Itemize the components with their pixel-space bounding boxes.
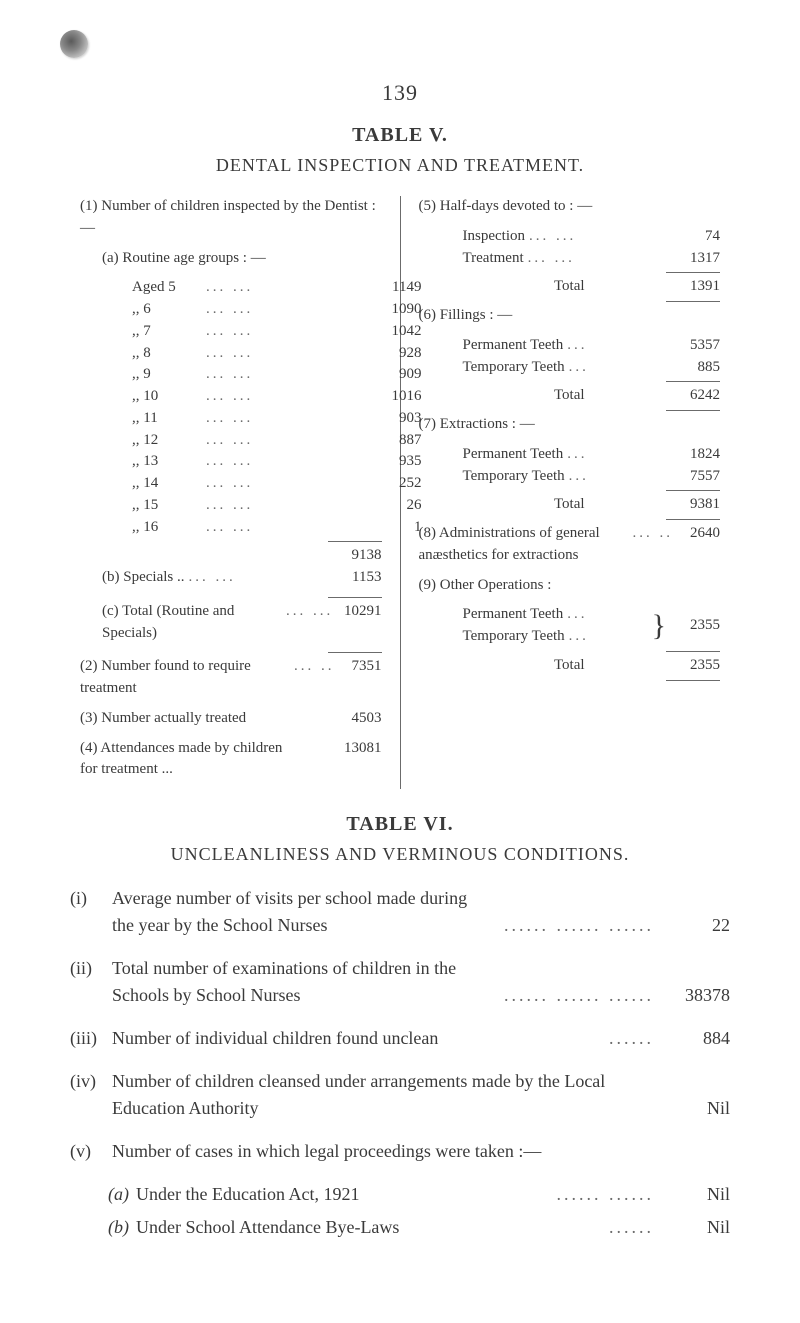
aged-row: ,, 13... ...935: [132, 451, 422, 473]
table6-title: TABLE VI.: [70, 813, 730, 836]
item6-heading: (6) Fillings : —: [419, 305, 721, 327]
item5-heading: (5) Half-days devoted to : —: [419, 196, 721, 218]
table6-list: (i) Average number of visits per school …: [70, 885, 730, 1241]
item7-row: Temporary Teeth...7557: [463, 466, 721, 488]
aged-row: ,, 14... ...252: [132, 473, 422, 495]
rule: [666, 301, 720, 302]
aged-total-row: 9138: [92, 545, 382, 567]
item1c-row: (c) Total (Routine and Specials) ... ...…: [80, 601, 382, 645]
table6-item: (iv) Number of children cleansed under a…: [70, 1068, 730, 1122]
table6-sub-a: (a) Under the Education Act, 1921 ......…: [70, 1181, 730, 1208]
aged-table: Aged 5... ...1149 ,, 6... ...1090 ,, 7..…: [80, 277, 382, 567]
item5-total-row: Total1391: [419, 276, 721, 298]
item2-row: (2) Number found to require treatment ..…: [80, 656, 382, 700]
item3-row: (3) Number actually treated 4503: [80, 708, 382, 730]
item7-row: Permanent Teeth...1824: [463, 444, 721, 466]
rule: [666, 490, 720, 491]
page-number: 139: [70, 80, 730, 106]
table6-item: (iii) Number of individual children foun…: [70, 1025, 730, 1052]
aged-row: ,, 12... ...887: [132, 430, 422, 452]
table6-item: (v) Number of cases in which legal proce…: [70, 1138, 730, 1165]
rule: [666, 410, 720, 411]
item1b-row: (b) Specials .. ... ... 1153: [80, 567, 382, 589]
item5-row: Treatment... ...1317: [463, 248, 721, 270]
table5-body: (1) Number of children inspected by the …: [70, 196, 730, 789]
item8-row: (8) Administrations of general anæstheti…: [419, 523, 721, 567]
item5-row: Inspection... ...74: [463, 226, 721, 248]
punch-hole-icon: [60, 30, 88, 58]
aged-row: ,, 11... ...903: [132, 408, 422, 430]
aged-row: ,, 9... ...909: [132, 364, 422, 386]
aged-row: ,, 6... ...1090: [132, 299, 422, 321]
rule: [666, 651, 720, 652]
rule: [666, 381, 720, 382]
aged-row: ,, 15... ...26: [132, 495, 422, 517]
item9-brace-value: 2355: [670, 615, 720, 637]
rule: [666, 680, 720, 681]
aged-row: ,, 10... ...1016: [132, 386, 422, 408]
item9-perm-row: Permanent Teeth...: [463, 604, 648, 626]
item1-heading: (1) Number of children inspected by the …: [80, 196, 382, 240]
rule: [666, 272, 720, 273]
item6-row: Permanent Teeth...5357: [463, 335, 721, 357]
rule: [328, 597, 382, 598]
item9-temp-row: Temporary Teeth...: [463, 626, 648, 648]
item6-total-row: Total6242: [419, 385, 721, 407]
rule: [328, 652, 382, 653]
item4-row: (4) Attendances made by children for tre…: [80, 738, 382, 782]
table5-left-col: (1) Number of children inspected by the …: [70, 196, 401, 789]
item9-heading: (9) Other Operations :: [419, 575, 721, 597]
aged-row: ,, 8... ...928: [132, 343, 422, 365]
rule: [328, 541, 382, 542]
rule: [666, 519, 720, 520]
item9-total-row: Total2355: [419, 655, 721, 677]
item1a-label: (a) Routine age groups : —: [80, 248, 382, 270]
aged-row: ,, 7... ...1042: [132, 321, 422, 343]
table6-subtitle: UNCLEANLINESS AND VERMINOUS CONDITIONS.: [70, 844, 730, 865]
table5-right-col: (5) Half-days devoted to : — Inspection.…: [401, 196, 731, 789]
table5-title: TABLE V.: [70, 124, 730, 147]
aged-row: ,, 16... ...1: [132, 517, 422, 539]
item7-total-row: Total9381: [419, 494, 721, 516]
table6-item: (i) Average number of visits per school …: [70, 885, 730, 939]
table6-item: (ii) Total number of examinations of chi…: [70, 955, 730, 1009]
table5-subtitle: DENTAL INSPECTION AND TREATMENT.: [70, 155, 730, 176]
table6-sub-b: (b) Under School Attendance Bye-Laws ...…: [70, 1214, 730, 1241]
item7-heading: (7) Extractions : —: [419, 414, 721, 436]
brace-icon: }: [648, 617, 670, 635]
item6-row: Temporary Teeth...885: [463, 357, 721, 379]
aged-row: Aged 5... ...1149: [132, 277, 422, 299]
